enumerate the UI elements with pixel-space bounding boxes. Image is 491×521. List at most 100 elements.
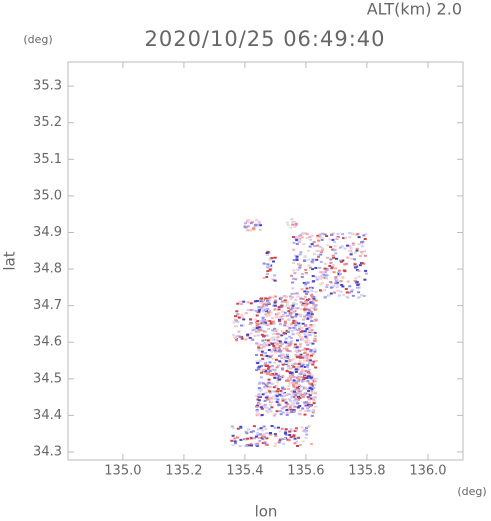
echo-cell: [311, 411, 315, 414]
echo-cell: [307, 308, 311, 311]
echo-cell: [313, 305, 317, 308]
echo-cell: [293, 254, 297, 257]
echo-cell: [303, 255, 307, 258]
echo-cell: [261, 404, 265, 407]
echo-cell: [264, 361, 268, 364]
echo-cell: [318, 275, 322, 278]
echo-cell: [362, 262, 366, 265]
echo-cell: [305, 313, 309, 316]
echo-cell: [273, 397, 277, 400]
echo-cell: [260, 414, 264, 416]
echo-cell: [264, 365, 268, 367]
echo-cell: [282, 442, 286, 445]
echo-cell: [307, 249, 311, 252]
echo-cell: [251, 227, 255, 230]
echo-cell: [268, 296, 272, 299]
echo-cell: [259, 406, 263, 409]
y-tick-label: 34.3: [33, 444, 62, 459]
echo-cell: [307, 358, 311, 361]
echo-cell: [309, 361, 313, 364]
echo-cell: [280, 304, 284, 307]
echo-cell: [256, 434, 260, 436]
echo-cell: [294, 394, 298, 397]
echo-cell: [314, 276, 318, 279]
echo-cell: [259, 300, 263, 303]
echo-cell: [285, 221, 289, 224]
echo-cell: [256, 320, 260, 322]
echo-cell: [294, 398, 298, 401]
echo-cell: [304, 232, 308, 235]
echo-cell: [256, 224, 260, 227]
echo-cell: [301, 304, 304, 307]
echo-cell: [320, 282, 324, 285]
echo-cell: [300, 308, 304, 311]
echo-cell: [261, 438, 265, 440]
echo-cell: [350, 257, 354, 260]
echo-cell: [275, 313, 279, 316]
echo-cell: [341, 233, 345, 236]
echo-cell: [302, 243, 306, 246]
echo-cell: [260, 407, 264, 410]
echo-cell: [308, 266, 312, 269]
echo-cell: [285, 346, 289, 349]
echo-cell: [247, 219, 251, 222]
echo-cell: [321, 249, 324, 251]
echo-cell: [310, 390, 314, 393]
echo-cell: [301, 298, 305, 300]
echo-cell: [294, 222, 298, 225]
echo-cell: [275, 358, 278, 361]
echo-cell: [360, 245, 364, 248]
echo-cell: [275, 385, 279, 388]
echo-cell: [242, 318, 246, 321]
echo-cell: [255, 309, 259, 312]
echo-cell: [239, 300, 243, 303]
echo-cell: [305, 388, 309, 391]
echo-cell: [330, 267, 334, 270]
echo-cell: [241, 324, 245, 327]
y-tick-label: 34.6: [33, 335, 62, 350]
echo-cell: [297, 333, 301, 336]
echo-cell: [292, 385, 296, 388]
echo-cell: [240, 337, 244, 340]
echo-cell: [303, 330, 307, 333]
echo-cell: [293, 328, 297, 331]
echo-cell: [249, 318, 252, 321]
echo-cell: [311, 342, 315, 345]
echo-cell: [312, 298, 316, 300]
echo-cell: [286, 403, 290, 406]
echo-cell: [255, 412, 259, 415]
echo-cell: [298, 264, 302, 267]
echo-cell: [286, 331, 290, 334]
echo-cell: [236, 321, 240, 324]
echo-cell: [281, 397, 285, 400]
echo-cell: [284, 341, 288, 344]
echo-cell: [295, 239, 299, 242]
echo-cell: [290, 330, 294, 333]
echo-cell: [270, 425, 274, 427]
echo-cell: [245, 220, 249, 223]
echo-cell: [325, 277, 328, 280]
echo-cell: [298, 385, 301, 387]
echo-cell: [335, 238, 339, 240]
echo-cell: [299, 313, 303, 316]
echo-cell: [312, 338, 316, 341]
echo-cell: [269, 368, 273, 371]
echo-cell: [342, 237, 346, 240]
echo-cell: [268, 295, 272, 298]
echo-cell: [329, 258, 333, 261]
echo-cell: [266, 339, 270, 342]
y-tick-label: 34.7: [33, 298, 62, 313]
y-unit: (deg): [23, 33, 52, 46]
echo-cell: [308, 382, 312, 385]
echo-cell: [285, 369, 289, 372]
echo-cell: [287, 377, 291, 380]
echo-cell: [242, 300, 246, 303]
echo-cell: [284, 431, 288, 434]
echo-cell: [261, 434, 265, 437]
echo-cell: [291, 287, 295, 290]
echo-cell: [310, 313, 314, 316]
echo-cell: [344, 236, 348, 239]
echo-cell: [264, 391, 268, 394]
echo-cell: [253, 437, 257, 440]
echo-cell: [256, 334, 260, 337]
